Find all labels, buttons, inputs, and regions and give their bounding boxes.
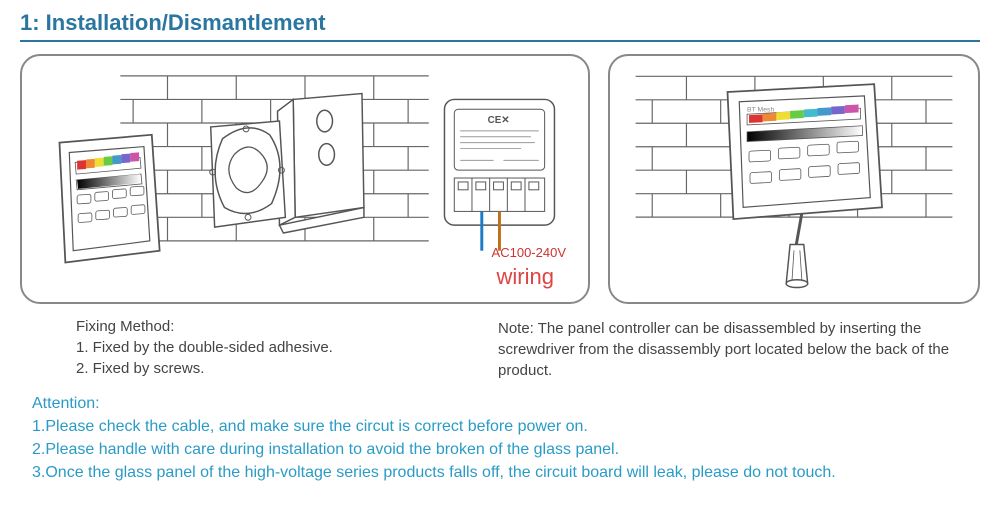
installation-diagram-panel: CE✕ [20,54,590,304]
right-column: BT Mesh [608,54,980,304]
panel-controller-icon [59,135,159,263]
left-column: CE✕ [20,54,590,304]
attention-line3: 3.Once the glass panel of the high-volta… [32,461,980,484]
diagram-columns: CE✕ [20,54,980,304]
attention-heading: Attention: [32,395,980,413]
attention-line2: 2.Please handle with care during install… [32,438,980,461]
caption-row: Fixing Method: 1. Fixed by the double-si… [20,318,980,381]
fixing-method-line2: 2. Fixed by screws. [76,358,480,379]
section-title: 1: Installation/Dismantlement [20,10,326,35]
section-title-row: 1: Installation/Dismantlement [20,10,980,42]
note-block: Note: The panel controller can be disass… [498,318,980,381]
wiring-module-icon: CE✕ [444,99,554,250]
svg-text:BT Mesh: BT Mesh [747,107,774,114]
mounting-bracket-icon [210,121,286,227]
dismantlement-diagram-panel: BT Mesh [608,54,980,304]
svg-text:CE✕: CE✕ [488,115,510,126]
note-text: Note: The panel controller can be disass… [498,318,980,381]
fixing-method-line1: 1. Fixed by the double-sided adhesive. [76,337,480,358]
fixing-method-block: Fixing Method: 1. Fixed by the double-si… [20,318,480,381]
wiring-label: wiring [497,264,554,290]
screwdriver-icon [786,213,808,287]
wall-box-icon [278,94,364,233]
mounted-panel-icon: BT Mesh [728,84,882,219]
fixing-method-heading: Fixing Method: [76,318,480,335]
ac-voltage-label: AC100-240V [492,245,566,260]
attention-block: Attention: 1.Please check the cable, and… [20,395,980,485]
dismantlement-diagram-svg: BT Mesh [618,64,970,294]
attention-line1: 1.Please check the cable, and make sure … [32,415,980,438]
